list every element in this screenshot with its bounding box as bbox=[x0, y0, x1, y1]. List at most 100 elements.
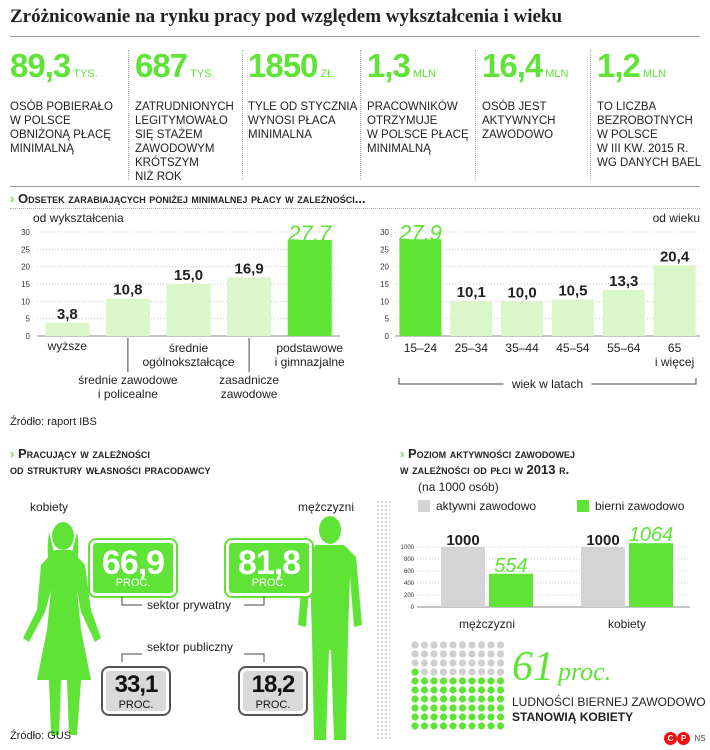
y-tick-label: 0 bbox=[26, 332, 31, 341]
dot bbox=[449, 695, 457, 703]
stat-value: 687 TYS. bbox=[135, 47, 215, 84]
y-tick-label: 10 bbox=[380, 297, 389, 306]
y-tick-label: 15 bbox=[380, 280, 389, 289]
dot bbox=[449, 641, 457, 649]
dot bbox=[477, 686, 486, 694]
data-label: 3,8 bbox=[57, 306, 78, 323]
data-label: 15,0 bbox=[174, 267, 203, 284]
y-tick-label: 0 bbox=[385, 332, 390, 341]
dot bbox=[477, 650, 486, 658]
data-label: 13,3 bbox=[609, 273, 638, 290]
dot bbox=[420, 659, 429, 667]
legend-active: aktywni zawodowo bbox=[436, 499, 537, 513]
section-title-activity: › Poziom aktywności zawodowej w zależnoś… bbox=[400, 446, 575, 477]
dot bbox=[458, 659, 467, 667]
bar bbox=[602, 289, 645, 336]
dot bbox=[411, 677, 419, 685]
dot bbox=[430, 641, 438, 649]
chart-gender: 0 200 400 600 800 1000 1000 554 mężczyzni 1000 106… bbox=[401, 524, 690, 631]
dot bbox=[449, 686, 457, 694]
dot bbox=[496, 641, 505, 649]
public-bracket bbox=[121, 653, 265, 662]
x-tick-label: 15–24 bbox=[404, 341, 438, 355]
x-axis-label: wiek w latach bbox=[511, 377, 583, 391]
dot bbox=[468, 722, 476, 730]
dot bbox=[458, 695, 467, 703]
page-title: Zróżnicowanie na rynku pracy pod względe… bbox=[10, 6, 563, 27]
dot bbox=[496, 650, 505, 658]
data-label: 10,0 bbox=[507, 284, 536, 301]
bar bbox=[489, 573, 533, 607]
dot bbox=[496, 722, 505, 730]
data-label: 27,7 bbox=[287, 221, 332, 246]
x-tick-label: 35–44 bbox=[505, 341, 539, 355]
dot bbox=[496, 677, 505, 685]
data-label: 554 bbox=[494, 555, 527, 577]
y-tick-label: 200 bbox=[404, 593, 415, 599]
dot bbox=[439, 704, 448, 712]
data-label: 10,5 bbox=[558, 283, 587, 300]
dot bbox=[411, 713, 419, 721]
dot bbox=[458, 704, 467, 712]
data-label: 1000 bbox=[586, 532, 619, 549]
y-tick-label: 600 bbox=[404, 569, 415, 575]
woman-silhouette-icon bbox=[23, 522, 101, 735]
dot bbox=[411, 695, 419, 703]
dot bbox=[477, 668, 486, 676]
y-tick-label: 25 bbox=[380, 245, 389, 254]
y-tick-label: 20 bbox=[380, 263, 389, 272]
label-bg bbox=[503, 376, 592, 390]
stat-text: TYLE OD STYCZNIA WYNOSI PŁACA MINIMALNA bbox=[248, 101, 358, 141]
divider bbox=[590, 50, 591, 180]
women-private-box: 66,9 PROC. bbox=[90, 540, 176, 596]
dot bbox=[496, 695, 505, 703]
dot bbox=[449, 650, 457, 658]
dot bbox=[439, 722, 448, 730]
dot bbox=[420, 695, 429, 703]
section-rule-dotted bbox=[10, 208, 700, 209]
x-tick-label: 25–34 bbox=[455, 341, 489, 355]
x-tick-label: średnie zawodowe i policealne bbox=[78, 373, 178, 401]
y-tick-label: 15 bbox=[21, 280, 30, 289]
x-tick-label: mężczyzni bbox=[459, 617, 515, 631]
dot bbox=[458, 650, 467, 658]
bar bbox=[629, 543, 673, 607]
dot bbox=[430, 704, 438, 712]
dot bbox=[430, 695, 438, 703]
dot bbox=[430, 677, 438, 685]
dot bbox=[477, 659, 486, 667]
bar bbox=[227, 277, 272, 336]
dot bbox=[439, 713, 448, 721]
bar bbox=[581, 547, 625, 607]
bullet-icon: › bbox=[10, 191, 15, 206]
section-rule bbox=[10, 186, 700, 187]
dot bbox=[411, 650, 419, 658]
y-tick-label: 20 bbox=[21, 263, 30, 272]
y-tick-label: 800 bbox=[404, 557, 415, 563]
dot bbox=[458, 641, 467, 649]
dot bbox=[449, 659, 457, 667]
dot bbox=[487, 704, 495, 712]
dot bbox=[487, 713, 495, 721]
label-public-sector: sektor publiczny bbox=[147, 640, 234, 654]
dot bbox=[487, 650, 495, 658]
dot bbox=[487, 686, 495, 694]
private-bracket bbox=[121, 597, 265, 606]
dot bbox=[420, 677, 429, 685]
dot bbox=[468, 713, 476, 721]
logo-icon: P bbox=[677, 732, 690, 745]
dot bbox=[439, 659, 448, 667]
y-tick-label: 10 bbox=[21, 297, 30, 306]
bar bbox=[441, 547, 485, 607]
y-tick-label: 0 bbox=[411, 605, 415, 611]
dot bbox=[420, 713, 429, 721]
dot bbox=[468, 695, 476, 703]
dot bbox=[439, 695, 448, 703]
man-silhouette-icon bbox=[298, 516, 362, 740]
dot bbox=[420, 686, 429, 694]
data-label: 1064 bbox=[629, 524, 674, 546]
dot bbox=[496, 686, 505, 694]
stat-text: OSÓB POBIERAŁO W POLSCE OBNIŻONĄ PŁACĘ M… bbox=[10, 101, 113, 155]
section-title: › Odsetek zarabiających poniżej minimaln… bbox=[10, 191, 366, 206]
